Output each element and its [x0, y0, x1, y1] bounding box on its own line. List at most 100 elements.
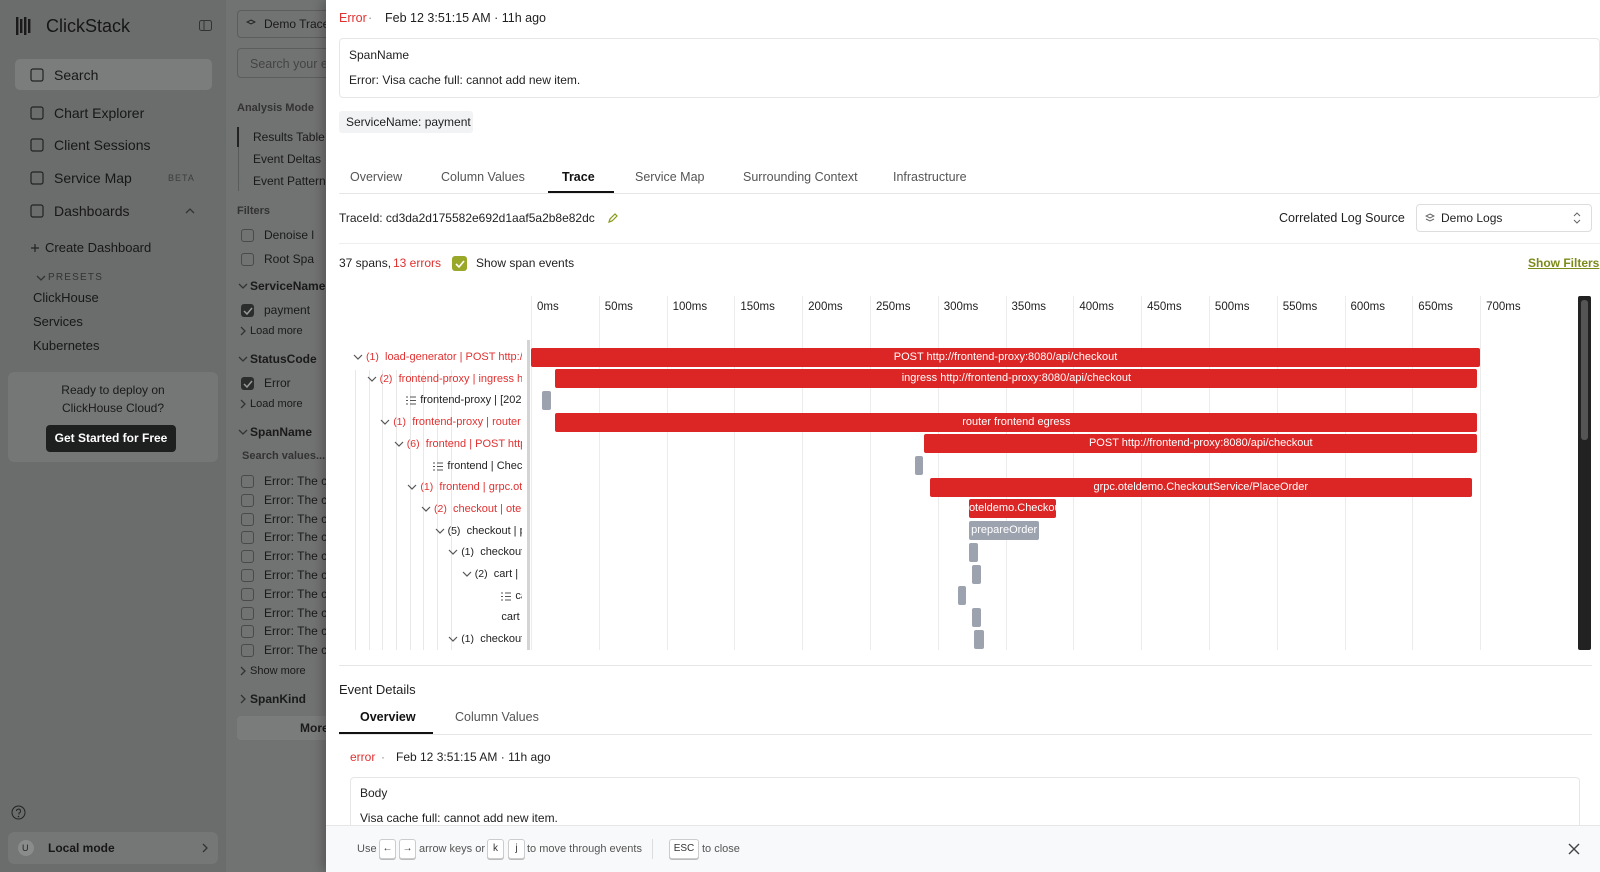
filter-value[interactable]: Error: The cr [264, 549, 332, 564]
checkbox[interactable] [241, 625, 254, 639]
load-more[interactable]: Load more [250, 398, 303, 410]
span-bar[interactable] [971, 607, 982, 627]
filter-value[interactable]: Error: The cr [264, 530, 332, 545]
span-name[interactable]: frontend | grpc.otel [439, 481, 522, 494]
filter-value[interactable]: Error: The cr [264, 474, 332, 488]
load-more[interactable]: Show more [250, 665, 306, 678]
span-name[interactable]: frontend | POST http:. [425, 437, 522, 450]
span-name[interactable]: cart | I [501, 611, 522, 624]
expand-chevron[interactable] [448, 634, 458, 644]
filter-value[interactable]: payment [264, 303, 311, 317]
tab[interactable]: Surrounding Context [743, 170, 858, 184]
checkbox[interactable] [241, 377, 254, 390]
tab[interactable]: Overview [360, 710, 416, 724]
expand-chevron[interactable] [421, 504, 431, 514]
tab[interactable]: Infrastructure [893, 170, 967, 184]
filter-group[interactable]: SpanName [250, 425, 313, 439]
nav-item[interactable]: Service Map [54, 170, 132, 186]
tab[interactable]: Trace [562, 170, 595, 184]
close-icon[interactable] [1568, 843, 1580, 855]
show-filters[interactable]: Show Filters [1528, 256, 1600, 270]
preset-link[interactable]: Services [33, 314, 83, 329]
span-name[interactable]: checkout | p [466, 524, 522, 537]
span-name[interactable]: frontend-proxy | router fr [412, 416, 522, 429]
source-name[interactable]: Demo Trace [264, 17, 330, 31]
filter-value[interactable]: Error: The cr [264, 492, 332, 507]
span-bar[interactable]: router frontend egress [555, 412, 1478, 432]
expand-chevron[interactable] [407, 482, 417, 492]
tab[interactable]: Column Values [455, 710, 539, 724]
expand-chevron[interactable] [367, 374, 377, 384]
span-bar[interactable] [914, 456, 923, 475]
span-name[interactable]: ca [515, 589, 522, 602]
checkbox[interactable] [241, 475, 254, 488]
span-bar[interactable]: POST http://frontend-proxy:8080/api/chec… [531, 347, 1481, 367]
span-name[interactable]: checkout [480, 633, 522, 646]
analysis-mode[interactable]: Event Deltas [253, 152, 322, 166]
checkbox[interactable] [241, 531, 254, 545]
span-bar[interactable] [541, 390, 552, 410]
filter-value[interactable]: Error: The cr [264, 643, 332, 658]
create-dashboard[interactable]: Create Dashboard [45, 240, 152, 255]
filter-value[interactable]: Error: The cr [264, 568, 332, 582]
preset-link[interactable]: ClickHouse [33, 290, 99, 305]
promo-button[interactable]: Get Started for Free [46, 425, 176, 452]
filter-group[interactable]: SpanKind [250, 692, 306, 707]
nav-item[interactable]: Client Sessions [54, 137, 151, 153]
expand-chevron[interactable] [353, 352, 363, 362]
expand-chevron[interactable] [380, 417, 390, 427]
log-source-select[interactable] [1416, 204, 1592, 232]
filter-toggle[interactable]: Root Spa [264, 252, 315, 266]
filter-value[interactable]: Error: The cr [264, 624, 332, 639]
analysis-mode[interactable]: Results Table [253, 130, 325, 144]
span-bar[interactable] [974, 629, 984, 649]
analysis-mode[interactable]: Event Patterns [253, 174, 332, 188]
filter-value[interactable]: Error: The cr [264, 605, 332, 620]
filter-group[interactable]: ServiceName [250, 279, 326, 293]
span-name[interactable]: checkout | otel [453, 502, 522, 515]
checkbox[interactable] [241, 644, 254, 658]
tab[interactable]: Overview [350, 170, 403, 184]
checkbox[interactable] [241, 253, 254, 266]
expand-chevron[interactable] [462, 569, 472, 579]
more-button[interactable] [237, 716, 337, 740]
checkbox[interactable] [241, 550, 254, 564]
filter-toggle[interactable]: Denoise l [264, 228, 315, 242]
span-bar[interactable]: POST http://frontend-proxy:8080/api/chec… [924, 434, 1478, 454]
span-bar[interactable] [958, 586, 967, 606]
checkbox[interactable] [241, 606, 254, 620]
checkbox[interactable] [241, 493, 254, 507]
span-bar[interactable]: grpc.oteldemo.CheckoutService/PlaceOrder [929, 477, 1472, 497]
span-events-checkbox[interactable] [452, 256, 467, 271]
nav-item[interactable]: Chart Explorer [54, 105, 145, 121]
checkbox[interactable] [241, 304, 254, 317]
mode-card[interactable] [8, 832, 218, 864]
show-span-events[interactable]: Show span events [476, 256, 575, 270]
span-bar[interactable]: prepareOrder [968, 521, 1040, 541]
nav-item[interactable]: Dashboards [54, 203, 130, 219]
preset-link[interactable]: Kubernetes [33, 338, 100, 353]
span-name[interactable]: frontend | Check [447, 459, 522, 472]
nav-item[interactable]: Search [54, 67, 99, 83]
tab[interactable]: Column Values [441, 170, 525, 184]
span-name[interactable]: load-generator | POST http://fr [385, 351, 522, 363]
more-button-label[interactable]: More [300, 721, 329, 735]
load-more[interactable]: Load more [250, 325, 303, 337]
checkbox[interactable] [241, 587, 254, 601]
span-name[interactable]: frontend-proxy | [2025 [420, 394, 522, 407]
span-bar[interactable] [968, 542, 979, 562]
filter-group[interactable]: StatusCode [250, 352, 317, 366]
span-bar[interactable] [971, 564, 982, 584]
span-name[interactable]: frontend-proxy | ingress htt [398, 372, 522, 385]
span-bar[interactable]: oteldemo.Checkout [968, 499, 1056, 519]
filter-value[interactable]: Error [264, 376, 291, 390]
tab[interactable]: Service Map [635, 170, 705, 184]
expand-chevron[interactable] [448, 547, 458, 557]
checkbox[interactable] [241, 512, 254, 526]
checkbox[interactable] [241, 229, 254, 242]
values-search-text[interactable]: Search values... [242, 450, 326, 462]
filter-value[interactable]: Error: The cr [264, 586, 332, 601]
search-placeholder[interactable]: Search your e [250, 57, 328, 71]
span-bar[interactable]: ingress http://frontend-proxy:8080/api/c… [555, 369, 1478, 389]
checkbox[interactable] [241, 569, 254, 582]
